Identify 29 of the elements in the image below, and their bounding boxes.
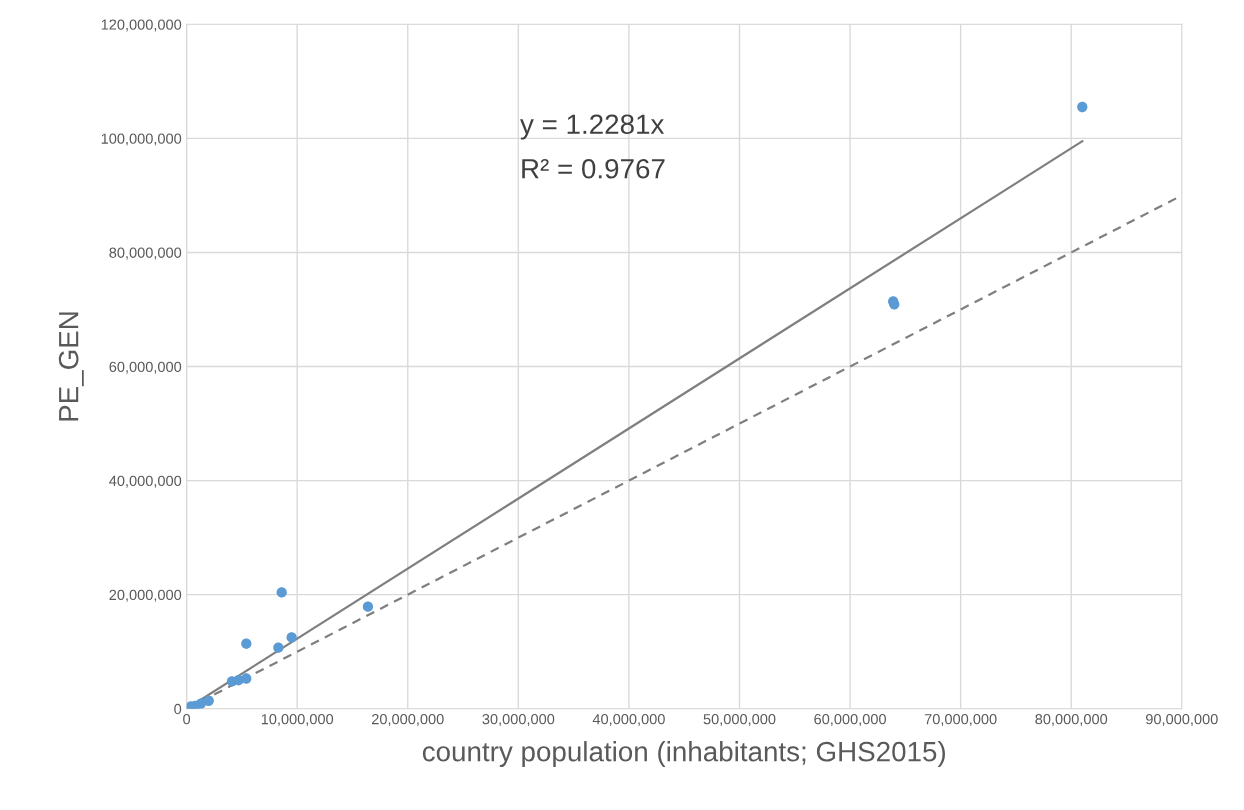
- y-tick-label: 80,000,000: [109, 247, 182, 260]
- x-axis-title: country population (inhabitants; GHS2015): [422, 741, 945, 767]
- point: [241, 673, 252, 684]
- y-tick-label: 60,000,000: [109, 361, 182, 374]
- x-tick-label: 80,000,000: [1035, 714, 1108, 727]
- x-tick-label: 0: [183, 714, 191, 725]
- point: [1077, 101, 1088, 113]
- x-tick-label: 50,000,000: [703, 714, 776, 727]
- annotation: y = 1.2281x: [520, 114, 665, 140]
- y-tick-label: 20,000,000: [109, 589, 182, 602]
- point: [203, 695, 214, 706]
- x-tick-label: 20,000,000: [372, 714, 444, 727]
- x-tick-label: 40,000,000: [592, 714, 665, 727]
- x-tick-label: 10,000,000: [261, 714, 334, 727]
- y-tick-label: 120,000,000: [101, 19, 182, 32]
- y-tick-label: 0: [174, 703, 182, 715]
- x-tick-label: 60,000,000: [814, 714, 886, 727]
- x-tick-label: 70,000,000: [924, 714, 997, 727]
- point: [276, 587, 287, 598]
- y-tick-label: 40,000,000: [109, 475, 182, 488]
- x-tick-label: 30,000,000: [482, 714, 555, 727]
- point: [241, 638, 252, 649]
- point: [362, 601, 374, 612]
- x-tick-label: 90,000,000: [1145, 714, 1218, 727]
- point: [273, 642, 284, 653]
- y-axis-title: PE_GEN: [58, 312, 84, 421]
- y-tick-label: 100,000,000: [101, 133, 182, 146]
- point: [286, 632, 297, 643]
- annotation: R² = 0.9767: [522, 158, 665, 179]
